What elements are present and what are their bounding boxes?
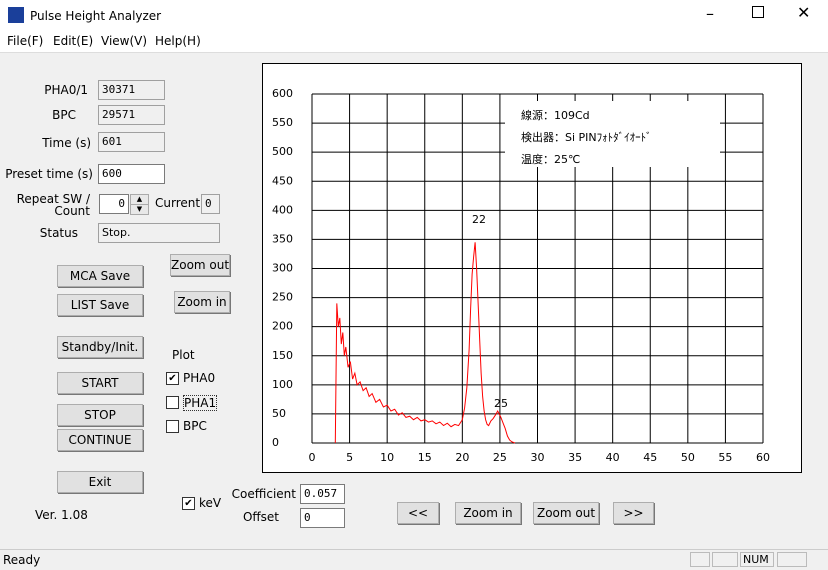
y-tick-label: 250 — [272, 291, 293, 304]
button[interactable]: Standby/Init. — [57, 336, 143, 358]
window-title: Pulse Height Analyzer — [30, 9, 162, 23]
status-pane — [712, 552, 738, 567]
field-label: Offset — [242, 510, 279, 524]
status-pane — [690, 552, 710, 567]
y-tick-label: 200 — [272, 320, 293, 333]
y-tick-label: 450 — [272, 174, 293, 187]
menu-item[interactable]: View(V) — [101, 34, 148, 48]
close-button[interactable]: ✕ — [797, 3, 811, 22]
field-label: PHA0/1 — [44, 83, 88, 97]
version: Ver. 1.08 — [35, 508, 88, 522]
checkbox-label: BPC — [183, 419, 207, 433]
x-tick-label: 30 — [531, 451, 545, 464]
x-tick-label: 5 — [346, 451, 353, 464]
menu-item[interactable]: Help(H) — [155, 34, 201, 48]
checkbox-label: PHA1 — [183, 395, 218, 411]
spin-down[interactable]: ▼ — [130, 204, 149, 215]
coefficient-input[interactable]: 0.057 — [300, 484, 345, 504]
x-tick-label: 25 — [493, 451, 507, 464]
button[interactable]: << — [397, 502, 439, 524]
y-tick-label: 400 — [272, 203, 293, 216]
button[interactable]: Zoom out — [170, 254, 230, 276]
y-tick-label: 300 — [272, 262, 293, 275]
minimize-button[interactable]: – — [706, 4, 714, 23]
x-tick-label: 10 — [380, 451, 394, 464]
title-bar — [0, 0, 828, 32]
chart: 0 50 100 150 200 250 300 350 400 450 500 550 600 0 5 10… — [262, 63, 802, 473]
preset-input[interactable]: 600 — [98, 164, 165, 184]
peak-label: 22 — [472, 213, 486, 226]
status-text: Ready — [3, 553, 41, 567]
checkbox[interactable] — [166, 420, 179, 433]
field-label: Preset time (s) — [5, 167, 93, 181]
status-bar — [0, 549, 828, 570]
button[interactable]: START — [57, 372, 143, 394]
offset-input[interactable]: 0 — [300, 508, 345, 528]
y-tick-label: 0 — [272, 436, 279, 449]
x-tick-label: 0 — [309, 451, 316, 464]
checkbox[interactable]: ✔ — [182, 497, 195, 510]
y-tick-label: 500 — [272, 145, 293, 158]
status-pane: NUM — [740, 552, 774, 567]
button[interactable]: MCA Save — [57, 265, 143, 287]
field-label: Coefficient — [231, 487, 296, 501]
maximize-button[interactable] — [752, 6, 764, 18]
button[interactable]: Zoom in — [455, 502, 521, 524]
field-label: Time (s) — [42, 136, 91, 150]
field-value: 0 — [201, 194, 220, 214]
field-value: 29571 — [98, 105, 165, 125]
info-text: 温度：25℃ — [521, 152, 580, 166]
label-line: Repeat SW / — [16, 192, 90, 206]
menu-item[interactable]: File(F) — [7, 34, 44, 48]
field-label: Status — [39, 226, 78, 240]
x-tick-label: 35 — [568, 451, 582, 464]
y-tick-label: 100 — [272, 378, 293, 391]
label-line: Count — [54, 204, 90, 218]
x-tick-label: 40 — [606, 451, 620, 464]
app-icon — [8, 7, 24, 23]
x-tick-label: 20 — [455, 451, 469, 464]
info-text: 線源：109Cd — [521, 108, 590, 122]
button[interactable]: Zoom out — [533, 502, 599, 524]
checkbox-label: keV — [199, 496, 222, 510]
button[interactable]: >> — [613, 502, 654, 524]
field-value: 30371 — [98, 80, 165, 100]
spectrum-line — [334, 242, 516, 444]
field-value: 601 — [98, 132, 165, 152]
repeat-input[interactable]: 0 — [99, 194, 129, 214]
status-value: Stop. — [98, 223, 220, 243]
button[interactable]: LIST Save — [57, 294, 143, 316]
y-tick-label: 50 — [272, 407, 286, 420]
y-tick-label: 550 — [272, 116, 293, 129]
menu-item[interactable]: Edit(E) — [53, 34, 94, 48]
status-pane — [777, 552, 807, 567]
field-label: BPC — [52, 108, 76, 122]
peak-label: 25 — [494, 397, 508, 410]
menu-bar — [0, 32, 828, 53]
info-text: 検出器：Si PINﾌｫﾄﾀﾞｲｵｰﾄﾞ — [521, 130, 652, 144]
y-tick-label: 350 — [272, 232, 293, 245]
x-tick-label: 45 — [643, 451, 657, 464]
button[interactable]: CONTINUE — [57, 429, 143, 451]
y-tick-label: 600 — [272, 87, 293, 100]
field-label: Repeat SW / Count — [4, 193, 90, 217]
y-tick-label: 150 — [272, 349, 293, 362]
button[interactable]: Exit — [57, 471, 143, 493]
info-box — [505, 101, 720, 167]
x-tick-label: 50 — [681, 451, 695, 464]
button[interactable]: STOP — [57, 404, 143, 426]
field-label: Current — [155, 196, 201, 210]
button[interactable]: Zoom in — [174, 291, 230, 313]
checkbox-label: PHA0 — [183, 371, 216, 385]
x-tick-label: 15 — [418, 451, 432, 464]
checkbox[interactable]: ✔ — [166, 372, 179, 385]
plot-label: Plot — [172, 348, 195, 362]
x-tick-label: 55 — [718, 451, 732, 464]
checkbox[interactable] — [166, 396, 179, 409]
x-tick-label: 60 — [756, 451, 770, 464]
